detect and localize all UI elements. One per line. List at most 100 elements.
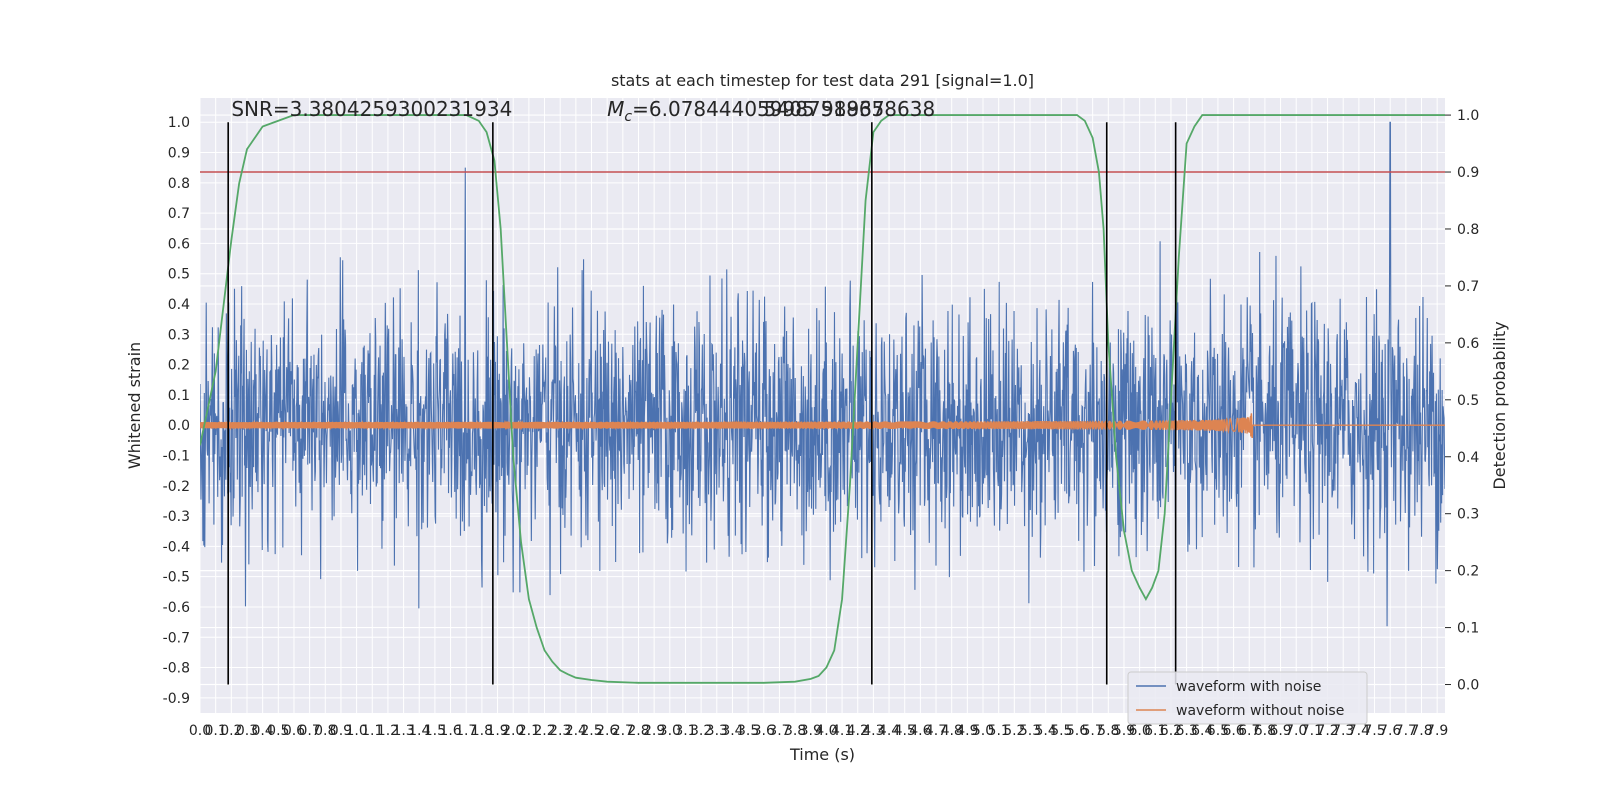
x-tick-label: 2.4 [565, 723, 587, 739]
y2-axis-ticks: 0.0 0.1 0.2 0.3 0.4 0.5 0.6 0.7 0.8 0.9 1.0 [1445, 108, 1479, 694]
y-tick-label: 0.4 [168, 297, 190, 313]
y-tick-label: 0.1 [168, 388, 190, 404]
x-tick-label: 5.5 [1050, 723, 1072, 739]
x-tick-label: 1.0 [345, 723, 367, 739]
x-tick-label: 3.3 [706, 723, 728, 739]
x-tick-label: 0.2 [220, 723, 242, 739]
x-tick-label: 6.3 [1175, 723, 1197, 739]
y-tick-label: -0.6 [163, 600, 190, 616]
mc-symbol: M [607, 97, 624, 121]
x-tick-label: 2.9 [643, 723, 665, 739]
x-tick-label: 7.8 [1410, 723, 1432, 739]
y2-tick-label: 0.4 [1457, 450, 1479, 466]
x-tick-label: 0.4 [252, 723, 274, 739]
y-tick-label: 0.0 [168, 418, 190, 434]
x-tick-label: 7.2 [1316, 723, 1338, 739]
x-tick-label: 6.9 [1269, 723, 1291, 739]
x-tick-label: 6.2 [1160, 723, 1182, 739]
series-waveform-with-noise [200, 121, 1445, 627]
x-tick-label: 3.6 [753, 723, 775, 739]
x-tick-label: 7.4 [1348, 723, 1370, 739]
legend: waveform with noise waveform without noi… [1127, 671, 1368, 725]
y-tick-label: 1.0 [168, 115, 190, 131]
x-tick-label: 5.8 [1097, 723, 1119, 739]
y2-tick-label: 0.8 [1457, 222, 1479, 238]
y-tick-label: -0.2 [163, 479, 190, 495]
y-axis-ticks: -0.9 -0.8 -0.7 -0.6 -0.5 -0.4 -0.3 -0.2 -0.1 0.0 0… [163, 115, 190, 707]
x-tick-label: 3.1 [674, 723, 696, 739]
y2-tick-label: 0.0 [1457, 678, 1479, 694]
x-tick-label: 7.5 [1363, 723, 1385, 739]
y2-tick-label: 1.0 [1457, 108, 1479, 124]
x-tick-label: 5.9 [1113, 723, 1135, 739]
chirp-mass-annotation: Mc=6.078444059987518658638 [607, 97, 935, 125]
x-tick-label: 2.3 [549, 723, 571, 739]
x-tick-label: 4.3 [862, 723, 884, 739]
y2-axis-label: Detection probability [1490, 321, 1509, 489]
x-axis-ticks: 0.00.10.20.30.40.50.60.70.80.91.01.11.21… [189, 723, 1448, 739]
x-tick-label: 5.4 [1035, 723, 1057, 739]
x-tick-label: 0.5 [267, 723, 289, 739]
legend-entry-clean: waveform without noise [1176, 703, 1344, 719]
x-tick-label: 3.4 [721, 723, 743, 739]
x-tick-label: 6.4 [1191, 723, 1213, 739]
x-tick-label: 4.0 [815, 723, 837, 739]
x-tick-label: 5.1 [988, 723, 1010, 739]
y-tick-label: 0.3 [168, 327, 190, 343]
x-tick-label: 5.6 [1066, 723, 1088, 739]
series-detection-probability [200, 114, 1445, 684]
y-tick-label: -0.4 [163, 539, 190, 555]
x-tick-label: 4.2 [847, 723, 869, 739]
y2-tick-label: 0.2 [1457, 564, 1479, 580]
x-tick-label: 2.2 [533, 723, 555, 739]
x-tick-label: 2.5 [580, 723, 602, 739]
x-tick-label: 4.6 [909, 723, 931, 739]
overlapping-annotation: 5405 98937 [764, 97, 885, 121]
x-tick-label: 4.7 [925, 723, 947, 739]
x-tick-label: 1.7 [455, 723, 477, 739]
y2-tick-label: 0.5 [1457, 393, 1479, 409]
y2-tick-label: 0.6 [1457, 336, 1479, 352]
x-tick-label: 7.0 [1285, 723, 1307, 739]
x-tick-label: 3.8 [784, 723, 806, 739]
x-tick-label: 1.8 [471, 723, 493, 739]
mc-value: =6.078444059987518658638 [632, 97, 935, 121]
y-tick-label: -0.8 [163, 661, 190, 677]
x-tick-label: 6.6 [1222, 723, 1244, 739]
snr-annotation: SNR=3.3804259300231934 [231, 97, 512, 121]
legend-box [1127, 671, 1368, 725]
x-tick-label: 0.8 [314, 723, 336, 739]
x-tick-label: 4.8 [941, 723, 963, 739]
x-axis-label: Time (s) [789, 745, 855, 764]
x-tick-label: 4.1 [831, 723, 853, 739]
x-tick-label: 0.9 [330, 723, 352, 739]
x-tick-label: 1.4 [408, 723, 430, 739]
x-tick-label: 6.7 [1238, 723, 1260, 739]
x-tick-label: 7.6 [1379, 723, 1401, 739]
y2-tick-label: 0.7 [1457, 279, 1479, 295]
x-tick-label: 4.9 [956, 723, 978, 739]
chart-title: stats at each timestep for test data 291… [611, 71, 1034, 90]
y2-tick-label: 0.3 [1457, 507, 1479, 523]
y-tick-label: -0.9 [163, 691, 190, 707]
x-tick-label: 2.6 [596, 723, 618, 739]
x-tick-label: 6.5 [1207, 723, 1229, 739]
x-tick-label: 0.6 [283, 723, 305, 739]
x-tick-label: 5.2 [1003, 723, 1025, 739]
y-tick-label: -0.1 [163, 448, 190, 464]
x-tick-label: 3.2 [690, 723, 712, 739]
x-tick-label: 4.4 [878, 723, 900, 739]
x-tick-label: 2.0 [502, 723, 524, 739]
y-tick-label: 0.5 [168, 267, 190, 283]
legend-entry-noise: waveform with noise [1176, 679, 1321, 695]
x-tick-label: 6.1 [1144, 723, 1166, 739]
x-tick-label: 1.3 [392, 723, 414, 739]
x-tick-label: 7.1 [1301, 723, 1323, 739]
x-tick-label: 0.3 [236, 723, 258, 739]
x-tick-label: 0.1 [205, 723, 227, 739]
x-tick-label: 3.7 [768, 723, 790, 739]
y-tick-label: -0.3 [163, 509, 190, 525]
y-tick-label: -0.5 [163, 570, 190, 586]
x-tick-label: 1.5 [424, 723, 446, 739]
